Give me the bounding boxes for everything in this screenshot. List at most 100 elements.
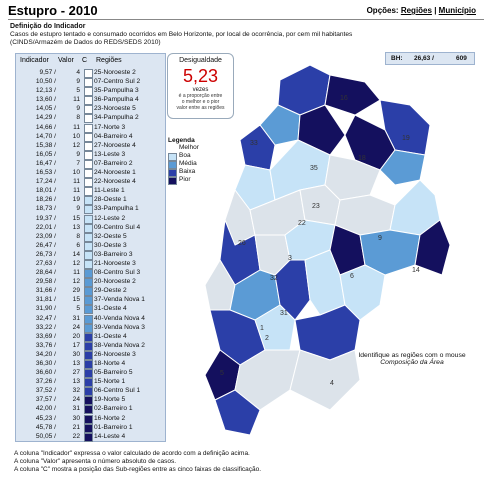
row-indicador: 32,47 / [35, 314, 56, 322]
table-row[interactable]: 27,63 / 12 21-Noroeste 3 [16, 259, 165, 269]
table-row[interactable]: 36,60 / 27 05-Barreiro 5 [16, 368, 165, 379]
table-row[interactable]: 37,52 / 32 06-Centro Sul 1 [16, 386, 165, 397]
desigualdade-box: Desigualdade 5,23 vezes é a proporção en… [167, 53, 234, 119]
map-label-2: 2 [265, 335, 269, 342]
table-row[interactable]: 19,37 / 15 12-Leste 2 [16, 214, 165, 224]
table-row[interactable]: 36,30 / 13 18-Norte 4 [16, 359, 165, 369]
table-row[interactable]: 14,29 / 8 34-Pampulha 2 [16, 113, 165, 124]
row-indicador: 37,52 / [35, 387, 56, 395]
map-region-north-4[interactable] [259, 104, 301, 146]
table-row[interactable]: 45,23 / 30 16-Norte 2 [16, 414, 165, 424]
table-row[interactable]: 18,26 / 19 28-Oeste 1 [16, 195, 165, 206]
table-row[interactable]: 29,58 / 12 20-Noroeste 2 [16, 277, 165, 288]
row-class-swatch [84, 114, 93, 124]
row-class-swatch [84, 87, 93, 97]
table-row[interactable]: 14,05 / 9 23-Noroeste 5 [16, 104, 165, 115]
map-region-north-5[interactable] [297, 104, 346, 156]
table-row[interactable]: 50,05 / 22 14-Leste 4 [16, 432, 165, 442]
table-row[interactable]: 42,00 / 31 02-Barreiro 1 [16, 404, 165, 415]
table-row[interactable]: 14,66 / 11 17-Norte 3 [16, 123, 165, 133]
map-region-east-4[interactable] [414, 219, 450, 276]
table-row[interactable]: 26,73 / 14 03-Barreiro 3 [16, 250, 165, 260]
row-class-swatch [84, 69, 93, 78]
row-indicador: 14,66 / [35, 123, 56, 131]
legend-item: Baixa [168, 168, 195, 177]
table-row[interactable]: 10,50 / 9 07-Centro Sul 2 [16, 77, 165, 88]
map-region-north-1[interactable] [324, 74, 381, 116]
table-row[interactable]: 33,69 / 20 31-Oeste 4 [16, 332, 165, 342]
footnote-2: A coluna "Valor" apresenta o número abso… [14, 458, 177, 465]
table-row[interactable]: 28,64 / 11 08-Centro Sul 3 [16, 268, 165, 279]
legend-label: Pior [179, 176, 191, 183]
desigualdade-note-1: é a proporção entre [178, 93, 223, 99]
map-region-barreiro-2[interactable] [254, 304, 296, 351]
footnote-3: A coluna "C" mostra a posição das Sub-re… [14, 466, 262, 473]
table-row[interactable]: 9,57 / 4 25-Noroeste 2 [16, 68, 165, 78]
row-valor: 5 [76, 305, 80, 313]
row-valor: 22 [72, 432, 80, 440]
row-valor: 27 [72, 369, 80, 377]
map-region-south-5[interactable] [289, 349, 361, 411]
table-row[interactable]: 37,26 / 13 15-Norte 1 [16, 377, 165, 388]
table-row[interactable]: 12,13 / 5 35-Pampulha 3 [16, 86, 165, 97]
option-municipio-link[interactable]: Município [438, 6, 476, 15]
row-valor: 15 [72, 296, 80, 304]
table-row[interactable]: 18,01 / 11 11-Leste 1 [16, 186, 165, 197]
row-regiao: 02-Barreiro 1 [94, 405, 133, 413]
row-valor: 13 [72, 378, 80, 386]
table-row[interactable]: 33,22 / 24 39-Venda Nova 3 [16, 323, 165, 333]
table-row[interactable]: 32,47 / 31 40-Venda Nova 4 [16, 314, 165, 324]
row-valor: 9 [76, 205, 80, 213]
row-indicador: 17,24 / [35, 178, 56, 186]
map-label-22: 22 [298, 220, 306, 227]
table-row[interactable]: 16,53 / 10 24-Noroeste 1 [16, 168, 165, 179]
table-row[interactable]: 31,81 / 15 37-Venda Nova 1 [16, 295, 165, 306]
row-valor: 12 [72, 259, 80, 267]
row-regiao: 09-Centro Sul 4 [94, 223, 141, 231]
legend-item: Pior [168, 176, 195, 185]
row-indicador: 36,60 / [35, 369, 56, 377]
table-row[interactable]: 18,73 / 9 33-Pampulha 1 [16, 204, 165, 215]
table-row[interactable]: 37,57 / 24 19-Norte 5 [16, 395, 165, 406]
table-row[interactable]: 34,20 / 30 26-Noroeste 3 [16, 350, 165, 360]
table-row[interactable]: 23,09 / 8 32-Oeste 5 [16, 232, 165, 242]
row-valor: 21 [72, 423, 80, 431]
row-regiao: 30-Oeste 3 [94, 241, 127, 249]
row-indicador: 22,01 / [35, 223, 56, 231]
table-row[interactable]: 14,70 / 10 04-Barreiro 4 [16, 132, 165, 142]
map-label-3: 3 [288, 255, 292, 262]
row-class-swatch [84, 178, 93, 188]
row-indicador: 9,57 / [39, 69, 57, 76]
table-row[interactable]: 45,78 / 21 01-Barreiro 1 [16, 423, 165, 433]
row-valor: 17 [72, 341, 80, 349]
row-regiao: 24-Noroeste 1 [94, 169, 136, 177]
table-row[interactable]: 17,24 / 11 22-Noroeste 4 [16, 177, 165, 188]
table-row[interactable]: 26,47 / 6 30-Oeste 3 [16, 241, 165, 251]
map-label-1: 1 [260, 325, 264, 332]
row-indicador: 26,47 / [35, 241, 56, 249]
table-row[interactable]: 33,76 / 17 38-Venda Nova 2 [16, 341, 165, 351]
row-regiao: 34-Pampulha 2 [94, 114, 139, 122]
table-row[interactable]: 31,90 / 5 31-Oeste 4 [16, 304, 165, 315]
table-row[interactable]: 31,66 / 29 29-Oeste 2 [16, 286, 165, 297]
table-row[interactable]: 13,60 / 11 36-Pampulha 4 [16, 95, 165, 106]
row-indicador: 28,64 / [35, 269, 56, 277]
row-class-swatch [84, 187, 93, 197]
map-region-barreiro-5[interactable] [214, 389, 261, 436]
map-region-north-7[interactable] [379, 149, 426, 186]
row-indicador: 33,76 / [35, 341, 56, 349]
row-regiao: 25-Noroeste 2 [94, 69, 136, 76]
row-valor: 6 [76, 241, 80, 249]
region-map[interactable]: 18 19 16 33 26 14 1 5 4 31 3 2 9 32 35 2… [180, 60, 450, 445]
row-class-swatch [84, 396, 93, 406]
table-row[interactable]: 16,05 / 9 13-Leste 3 [16, 150, 165, 160]
row-valor: 13 [72, 223, 80, 231]
option-regioes-link[interactable]: Regiões [400, 6, 432, 15]
row-class-swatch [84, 223, 93, 233]
table-row[interactable]: 22,01 / 13 09-Centro Sul 4 [16, 223, 165, 233]
row-regiao: 07-Centro Sul 2 [94, 78, 141, 86]
table-row[interactable]: 16,47 / 7 07-Barreiro 2 [16, 159, 165, 169]
row-class-swatch [84, 414, 93, 424]
table-row[interactable]: 15,38 / 12 27-Noroeste 4 [16, 141, 165, 151]
row-valor: 24 [72, 323, 80, 331]
